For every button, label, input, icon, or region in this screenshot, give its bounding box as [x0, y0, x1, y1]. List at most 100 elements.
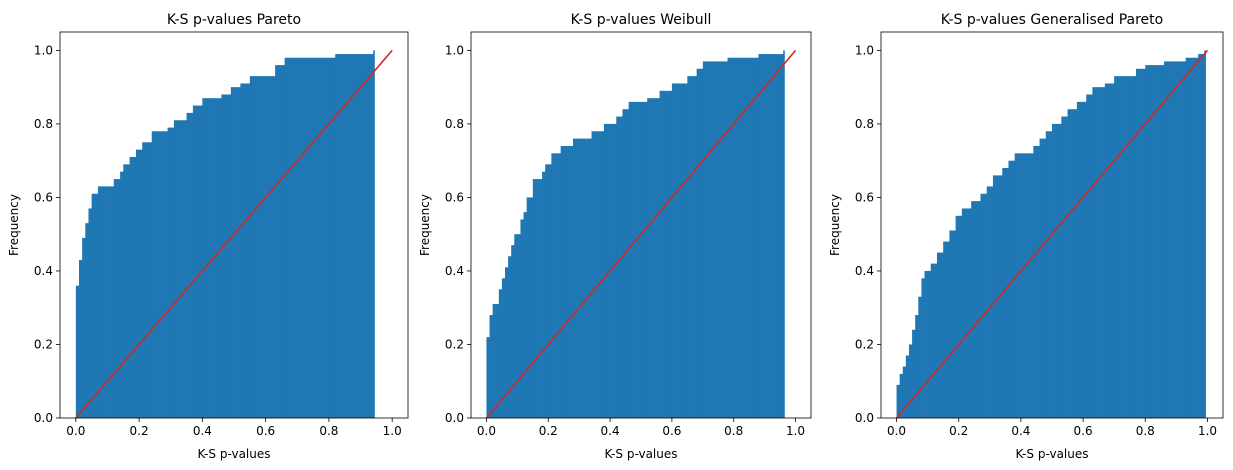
pareto-x-axis-label: K-S p-values	[197, 447, 270, 461]
generalised-pareto-bar	[1008, 160, 1016, 419]
generalised-pareto-bar	[899, 373, 904, 418]
generalised-pareto-bar	[943, 241, 950, 418]
weibull-bar	[489, 315, 494, 418]
weibull-bar	[542, 171, 546, 418]
generalised-pareto-bar	[1014, 153, 1034, 418]
weibull-bar	[511, 245, 515, 418]
generalised-pareto-y-tick-label: 0.4	[855, 264, 874, 278]
pareto-bar	[240, 83, 251, 418]
weibull-x-tick-label: 0.6	[662, 424, 681, 438]
weibull-bar	[616, 116, 623, 419]
weibull-bar	[671, 83, 688, 418]
pareto-bar	[275, 65, 286, 418]
pareto-plot-frame	[59, 31, 409, 419]
generalised-pareto-bar	[1135, 68, 1146, 418]
weibull-bar	[498, 289, 503, 418]
weibull-title: K-S p-values Weibull	[571, 12, 712, 28]
pareto-bar	[186, 112, 194, 418]
generalised-pareto-bar	[930, 263, 938, 418]
pareto-bar	[97, 186, 115, 418]
generalised-pareto-bar	[915, 315, 919, 418]
pareto-y-axis-label: Frequency	[7, 194, 21, 256]
generalised-pareto-bar	[1067, 109, 1078, 418]
weibull-reference-line	[485, 49, 797, 419]
chart-weibull: 0.0 0.2 0.4 0.6 0.8 1.0 0.0 0.2 0.4 0.6 0.8 1.0 K-S …	[418, 12, 812, 461]
weibull-bar	[727, 57, 759, 418]
weibull-y-tick-label: 0.4	[445, 264, 464, 278]
generalised-pareto-bar	[1076, 101, 1087, 418]
generalised-pareto-bar	[1114, 76, 1137, 419]
pareto-y-tick-label: 1.0	[34, 43, 53, 57]
generalised-pareto-bar	[1002, 168, 1009, 418]
chart-pareto: 0.0 0.2 0.4 0.6 0.8 1.0 0.0 0.2 0.4 0.6 0.8 1.0 K-S …	[7, 12, 409, 461]
generalised-pareto-x-axis-label: K-S p-values	[1015, 447, 1088, 461]
pareto-bar	[151, 131, 168, 418]
generalised-pareto-y-tick-label: 0.0	[855, 411, 874, 425]
pareto-x-tick-label: 0.0	[66, 424, 85, 438]
weibull-y-axis-label: Frequency	[418, 194, 432, 256]
generalised-pareto-bar	[971, 201, 981, 418]
pareto-bar	[173, 120, 187, 418]
pareto-bar	[85, 223, 89, 418]
pareto-x-tick-label: 0.8	[319, 424, 338, 438]
chart-generalised-pareto: 0.0 0.2 0.4 0.6 0.8 1.0 0.0 0.2 0.4 0.6 0.8 1.0 K-S …	[828, 12, 1224, 461]
pareto-bar	[335, 54, 374, 419]
generalised-pareto-bar	[949, 230, 957, 418]
weibull-bar	[505, 267, 509, 418]
generalised-pareto-bar	[918, 296, 922, 418]
generalised-pareto-bar	[955, 215, 963, 418]
pareto-bar	[123, 164, 130, 418]
generalised-pareto-reference-line	[895, 49, 1209, 419]
generalised-pareto-bar	[912, 329, 916, 418]
generalised-pareto-title: K-S p-values Generalised Pareto	[941, 12, 1163, 28]
generalised-pareto-bar	[992, 175, 1003, 418]
generalised-pareto-bar	[924, 270, 932, 418]
generalised-pareto-bar	[1092, 87, 1106, 418]
generalised-pareto-bar	[921, 278, 925, 418]
generalised-pareto-bar	[1185, 57, 1199, 418]
generalised-pareto-y-tick-label: 0.8	[855, 117, 874, 131]
generalised-pareto-x-tick-label: 0.8	[1136, 424, 1155, 438]
generalised-pareto-x-tick-label: 0.2	[949, 424, 968, 438]
weibull-bar	[532, 179, 543, 418]
generalised-pareto-y-axis-label: Frequency	[828, 194, 842, 256]
generalised-pareto-bar	[1039, 138, 1047, 419]
pareto-reference-line	[75, 49, 393, 419]
weibull-bar	[560, 145, 574, 418]
weibull-bar	[551, 153, 562, 418]
weibull-y-tick-label: 0.0	[445, 411, 464, 425]
generalised-pareto-y-tick-label: 0.6	[855, 190, 874, 204]
weibull-y-tick-label: 1.0	[445, 43, 464, 57]
pareto-bar	[129, 156, 137, 419]
pareto-bar	[202, 98, 222, 419]
pareto-bar	[75, 285, 80, 418]
pareto-x-tick-label: 1.0	[383, 424, 402, 438]
weibull-bar	[628, 101, 648, 418]
weibull-bar	[591, 131, 605, 418]
generalised-pareto-x-tick-label: 0.0	[887, 424, 906, 438]
weibull-bar	[501, 278, 506, 418]
weibull-x-tick-label: 0.0	[477, 424, 496, 438]
weibull-x-axis-label: K-S p-values	[604, 447, 677, 461]
pareto-y-tick-label: 0.4	[34, 264, 53, 278]
generalised-pareto-bar	[1033, 145, 1040, 418]
pareto-bar	[120, 171, 124, 418]
pareto-bar	[221, 94, 232, 418]
pareto-x-tick-label: 0.2	[130, 424, 149, 438]
generalised-pareto-bar	[1061, 116, 1068, 419]
weibull-bar	[508, 256, 512, 418]
pareto-bar	[167, 127, 175, 418]
weibull-bar	[492, 304, 500, 418]
weibull-bar	[573, 138, 592, 419]
weibull-x-tick-label: 0.4	[601, 424, 620, 438]
weibull-bar	[622, 109, 630, 418]
pareto-y-tick-label: 0.6	[34, 190, 53, 204]
generalised-pareto-bar	[1198, 54, 1205, 419]
pareto-bar	[230, 87, 241, 418]
generalised-pareto-x-tick-label: 1.0	[1198, 424, 1217, 438]
pareto-bar	[192, 105, 203, 419]
generalised-pareto-bar	[986, 186, 994, 418]
weibull-bar	[783, 50, 785, 418]
pareto-y-tick-label: 0.0	[34, 411, 53, 425]
